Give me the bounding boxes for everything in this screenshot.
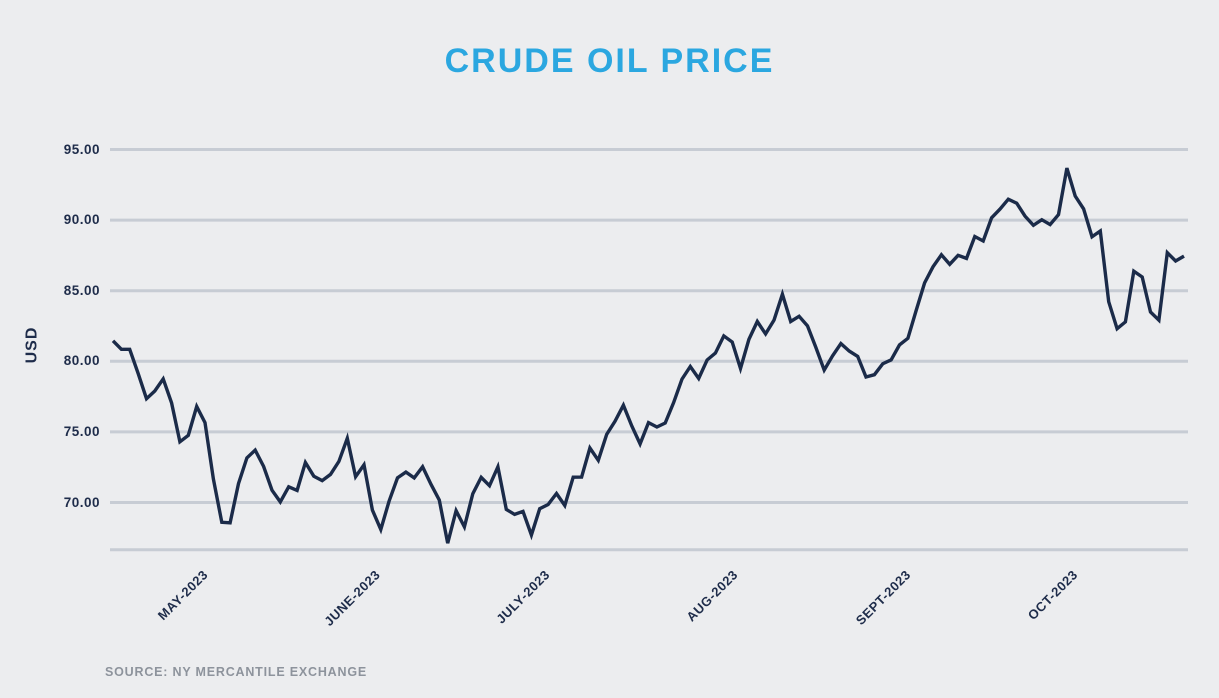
y-tick-label: 95.00 bbox=[63, 141, 100, 157]
y-tick-label: 75.00 bbox=[63, 423, 100, 439]
price-line bbox=[111, 167, 1185, 544]
source-attribution: SOURCE: NY MERCANTILE EXCHANGE bbox=[105, 665, 367, 679]
y-tick-label: 80.00 bbox=[63, 353, 100, 369]
y-tick-label: 90.00 bbox=[63, 212, 100, 228]
y-tick-label: 85.00 bbox=[63, 282, 100, 298]
chart-title: CRUDE OIL PRICE bbox=[444, 42, 775, 80]
y-tick-label: 70.00 bbox=[63, 494, 100, 510]
